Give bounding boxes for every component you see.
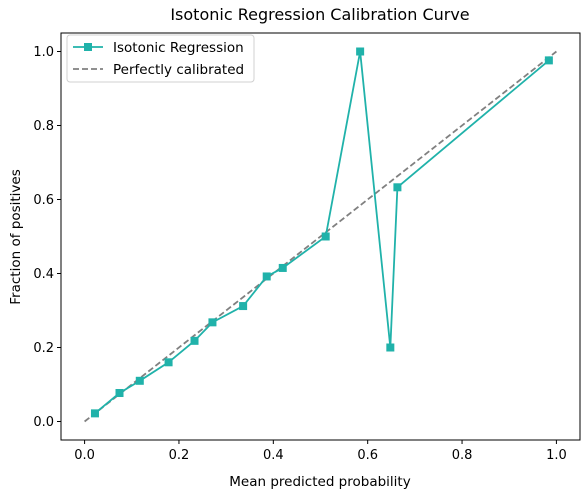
chart-title: Isotonic Regression Calibration Curve [170,5,469,24]
y-tick-label: 0.0 [33,415,54,430]
isotonic-point [393,183,402,192]
y-tick-label: 0.6 [33,193,54,208]
isotonic-point [278,263,287,272]
y-axis-label: Fraction of positives [8,169,24,304]
isotonic-point [356,47,365,56]
isotonic-point [190,336,199,345]
isotonic-point [90,409,99,418]
y-tick-label: 0.2 [33,341,54,356]
x-tick-label: 0.2 [169,448,190,463]
legend-label-perfect: Perfectly calibrated [113,62,244,78]
y-tick-label: 0.8 [33,119,54,134]
isotonic-point [164,358,173,367]
isotonic-point [321,232,330,241]
isotonic-point [115,389,124,398]
x-axis-label: Mean predicted probability [229,474,410,490]
isotonic-point [544,56,553,65]
legend-label-isotonic: Isotonic Regression [113,40,244,56]
x-tick-label: 0.4 [263,448,284,463]
x-tick-label: 0.8 [452,448,473,463]
y-tick-label: 0.4 [33,267,54,282]
x-tick-label: 0.6 [357,448,378,463]
isotonic-point [262,272,271,281]
isotonic-series-line [94,51,550,415]
isotonic-point [386,343,395,352]
perfect-calibration-line [84,50,557,423]
y-tick-label: 1.0 [33,45,54,60]
plot-area [60,32,581,441]
legend: Isotonic Regression Perfectly calibrated [66,34,255,83]
isotonic-point [239,302,248,311]
x-tick-label: 1.0 [546,448,567,463]
axis-ticks: 0.0 0.2 0.4 0.6 0.8 1.0 0.0 0.2 0.4 0.6 0.8 1.0 [33,45,566,463]
isotonic-point [208,318,217,327]
legend-marker-isotonic [84,43,92,51]
isotonic-point [135,376,144,385]
legend-box [66,34,255,83]
x-tick-label: 0.0 [74,448,95,463]
series-layer [84,47,557,423]
